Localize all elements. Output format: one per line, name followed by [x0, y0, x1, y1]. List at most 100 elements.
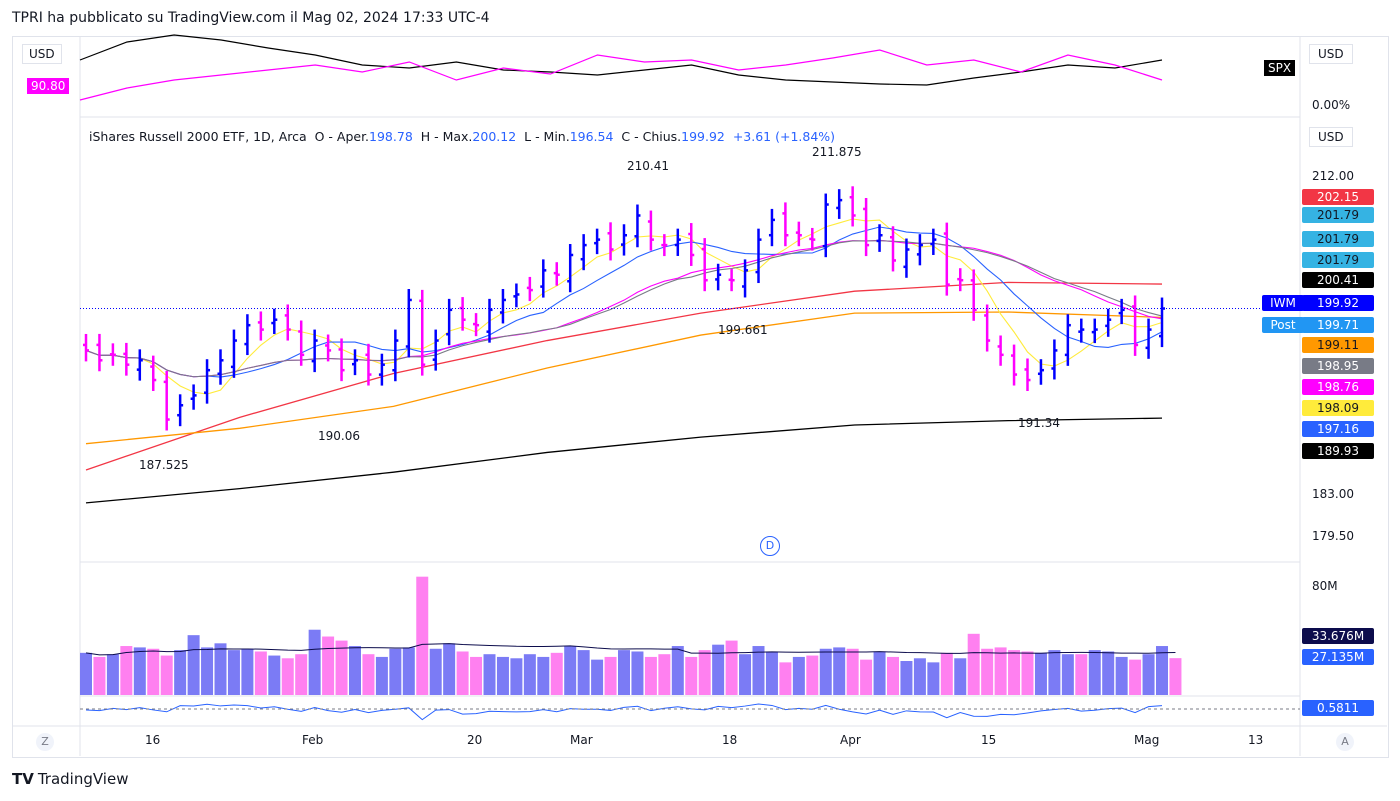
currency-left[interactable]: USD	[22, 44, 62, 64]
l-label: L - Min.	[524, 129, 570, 144]
price-bar	[634, 204, 641, 248]
volume-bar	[631, 651, 644, 695]
price-label: 201.79	[1302, 207, 1374, 223]
price-bar	[809, 227, 816, 251]
open-value: 198.78	[369, 129, 413, 144]
price-bar	[513, 283, 520, 308]
h-label: H - Max.	[420, 129, 473, 144]
volume-bar	[1169, 658, 1182, 695]
price-bar	[1064, 314, 1071, 366]
price-bar	[338, 338, 345, 382]
price-bar	[903, 238, 910, 278]
price-bar	[647, 210, 654, 251]
indicator-value: 90.80	[27, 78, 70, 94]
volume-bar	[335, 640, 348, 695]
annotation-low: 190.06	[318, 429, 360, 443]
time-tick: Feb	[302, 733, 324, 747]
zoom-button[interactable]: Z	[36, 733, 54, 751]
price-bar	[190, 384, 197, 410]
volume-bar	[846, 648, 859, 695]
price-bar	[567, 244, 574, 293]
price-bar	[755, 228, 762, 284]
volume-bar	[792, 656, 805, 695]
price-bar	[768, 208, 775, 247]
annotation-low: 199.661	[718, 323, 768, 337]
volume-bar	[887, 656, 899, 695]
volume-bar	[954, 658, 967, 695]
volume-bar	[900, 661, 913, 695]
volume-bar	[416, 576, 429, 695]
price-bar	[1051, 339, 1058, 380]
volume-bar	[241, 648, 254, 695]
price-bar	[688, 223, 695, 266]
volume-bar	[806, 655, 819, 695]
main-currency[interactable]: USD	[1309, 127, 1353, 147]
volume-bar	[456, 651, 469, 695]
price-label: 189.93	[1302, 443, 1374, 459]
volume-bar	[940, 652, 953, 695]
volume-bar	[1088, 650, 1101, 695]
price-bar	[594, 228, 601, 255]
dividend-marker[interactable]: D	[760, 536, 780, 556]
price-bar	[123, 342, 130, 376]
price-label: 198.95	[1302, 358, 1374, 374]
volume-bar	[550, 652, 563, 695]
price-bar	[96, 333, 103, 372]
price-bar	[970, 269, 977, 321]
price-bar	[661, 234, 668, 257]
price-bar	[177, 394, 184, 427]
compare-symbol: SPX	[1264, 60, 1296, 76]
close-value: 199.92	[681, 129, 725, 144]
volume-bar	[725, 640, 738, 695]
volume-bar	[429, 648, 442, 695]
volume-bar	[685, 656, 698, 695]
price-bar	[163, 370, 170, 431]
price-bar	[271, 308, 278, 335]
volume-bar	[577, 650, 590, 695]
symbol-name: iShares Russell 2000 ETF, 1D, Arca	[89, 129, 307, 144]
price-bar	[1159, 297, 1165, 348]
volume-bar	[254, 651, 267, 695]
volume-bar	[295, 654, 308, 695]
price-label: 199.71	[1302, 317, 1374, 333]
price-bar	[607, 222, 614, 261]
publish-header: TPRI ha pubblicato su TradingView.com il…	[12, 10, 490, 26]
volume-bar	[349, 646, 361, 695]
volume-bar	[1048, 650, 1061, 695]
price-bar	[432, 329, 439, 371]
tradingview-logo[interactable]: TV TradingView	[12, 770, 128, 788]
price-bar	[580, 234, 587, 271]
volume-bar	[860, 659, 873, 695]
price-bar	[621, 224, 627, 256]
volume-bar	[994, 647, 1007, 695]
volume-bar	[644, 656, 657, 695]
price-label: 199.92	[1302, 295, 1374, 311]
volume-bar	[120, 646, 133, 695]
price-bar	[849, 186, 856, 227]
volume-bar	[779, 662, 792, 695]
volume-label: 27.135M	[1302, 649, 1374, 665]
moving-average-line	[85, 311, 1163, 445]
price-bar	[230, 329, 237, 378]
volume-bar	[187, 635, 200, 695]
volume-bar	[1075, 654, 1088, 695]
time-tick: 15	[981, 733, 997, 747]
volume-bar	[1129, 659, 1142, 695]
volume-bar	[765, 651, 778, 695]
oscillator-line	[85, 703, 1163, 721]
price-bar	[405, 288, 412, 358]
currency-right[interactable]: USD	[1309, 44, 1353, 64]
o-label: O - Aper.	[314, 129, 370, 144]
price-bar	[352, 349, 358, 376]
volume-bar	[591, 659, 604, 695]
auto-scale-button[interactable]: A	[1336, 733, 1354, 751]
volume-bar	[981, 648, 994, 695]
annotation-high: 210.41	[627, 159, 669, 173]
price-bar	[876, 224, 883, 252]
volume-bar	[1156, 646, 1168, 695]
moving-average-line	[85, 281, 1163, 471]
annotation-low: 191.34	[1018, 416, 1060, 430]
price-bar	[459, 297, 466, 331]
volume-bar	[201, 647, 214, 695]
